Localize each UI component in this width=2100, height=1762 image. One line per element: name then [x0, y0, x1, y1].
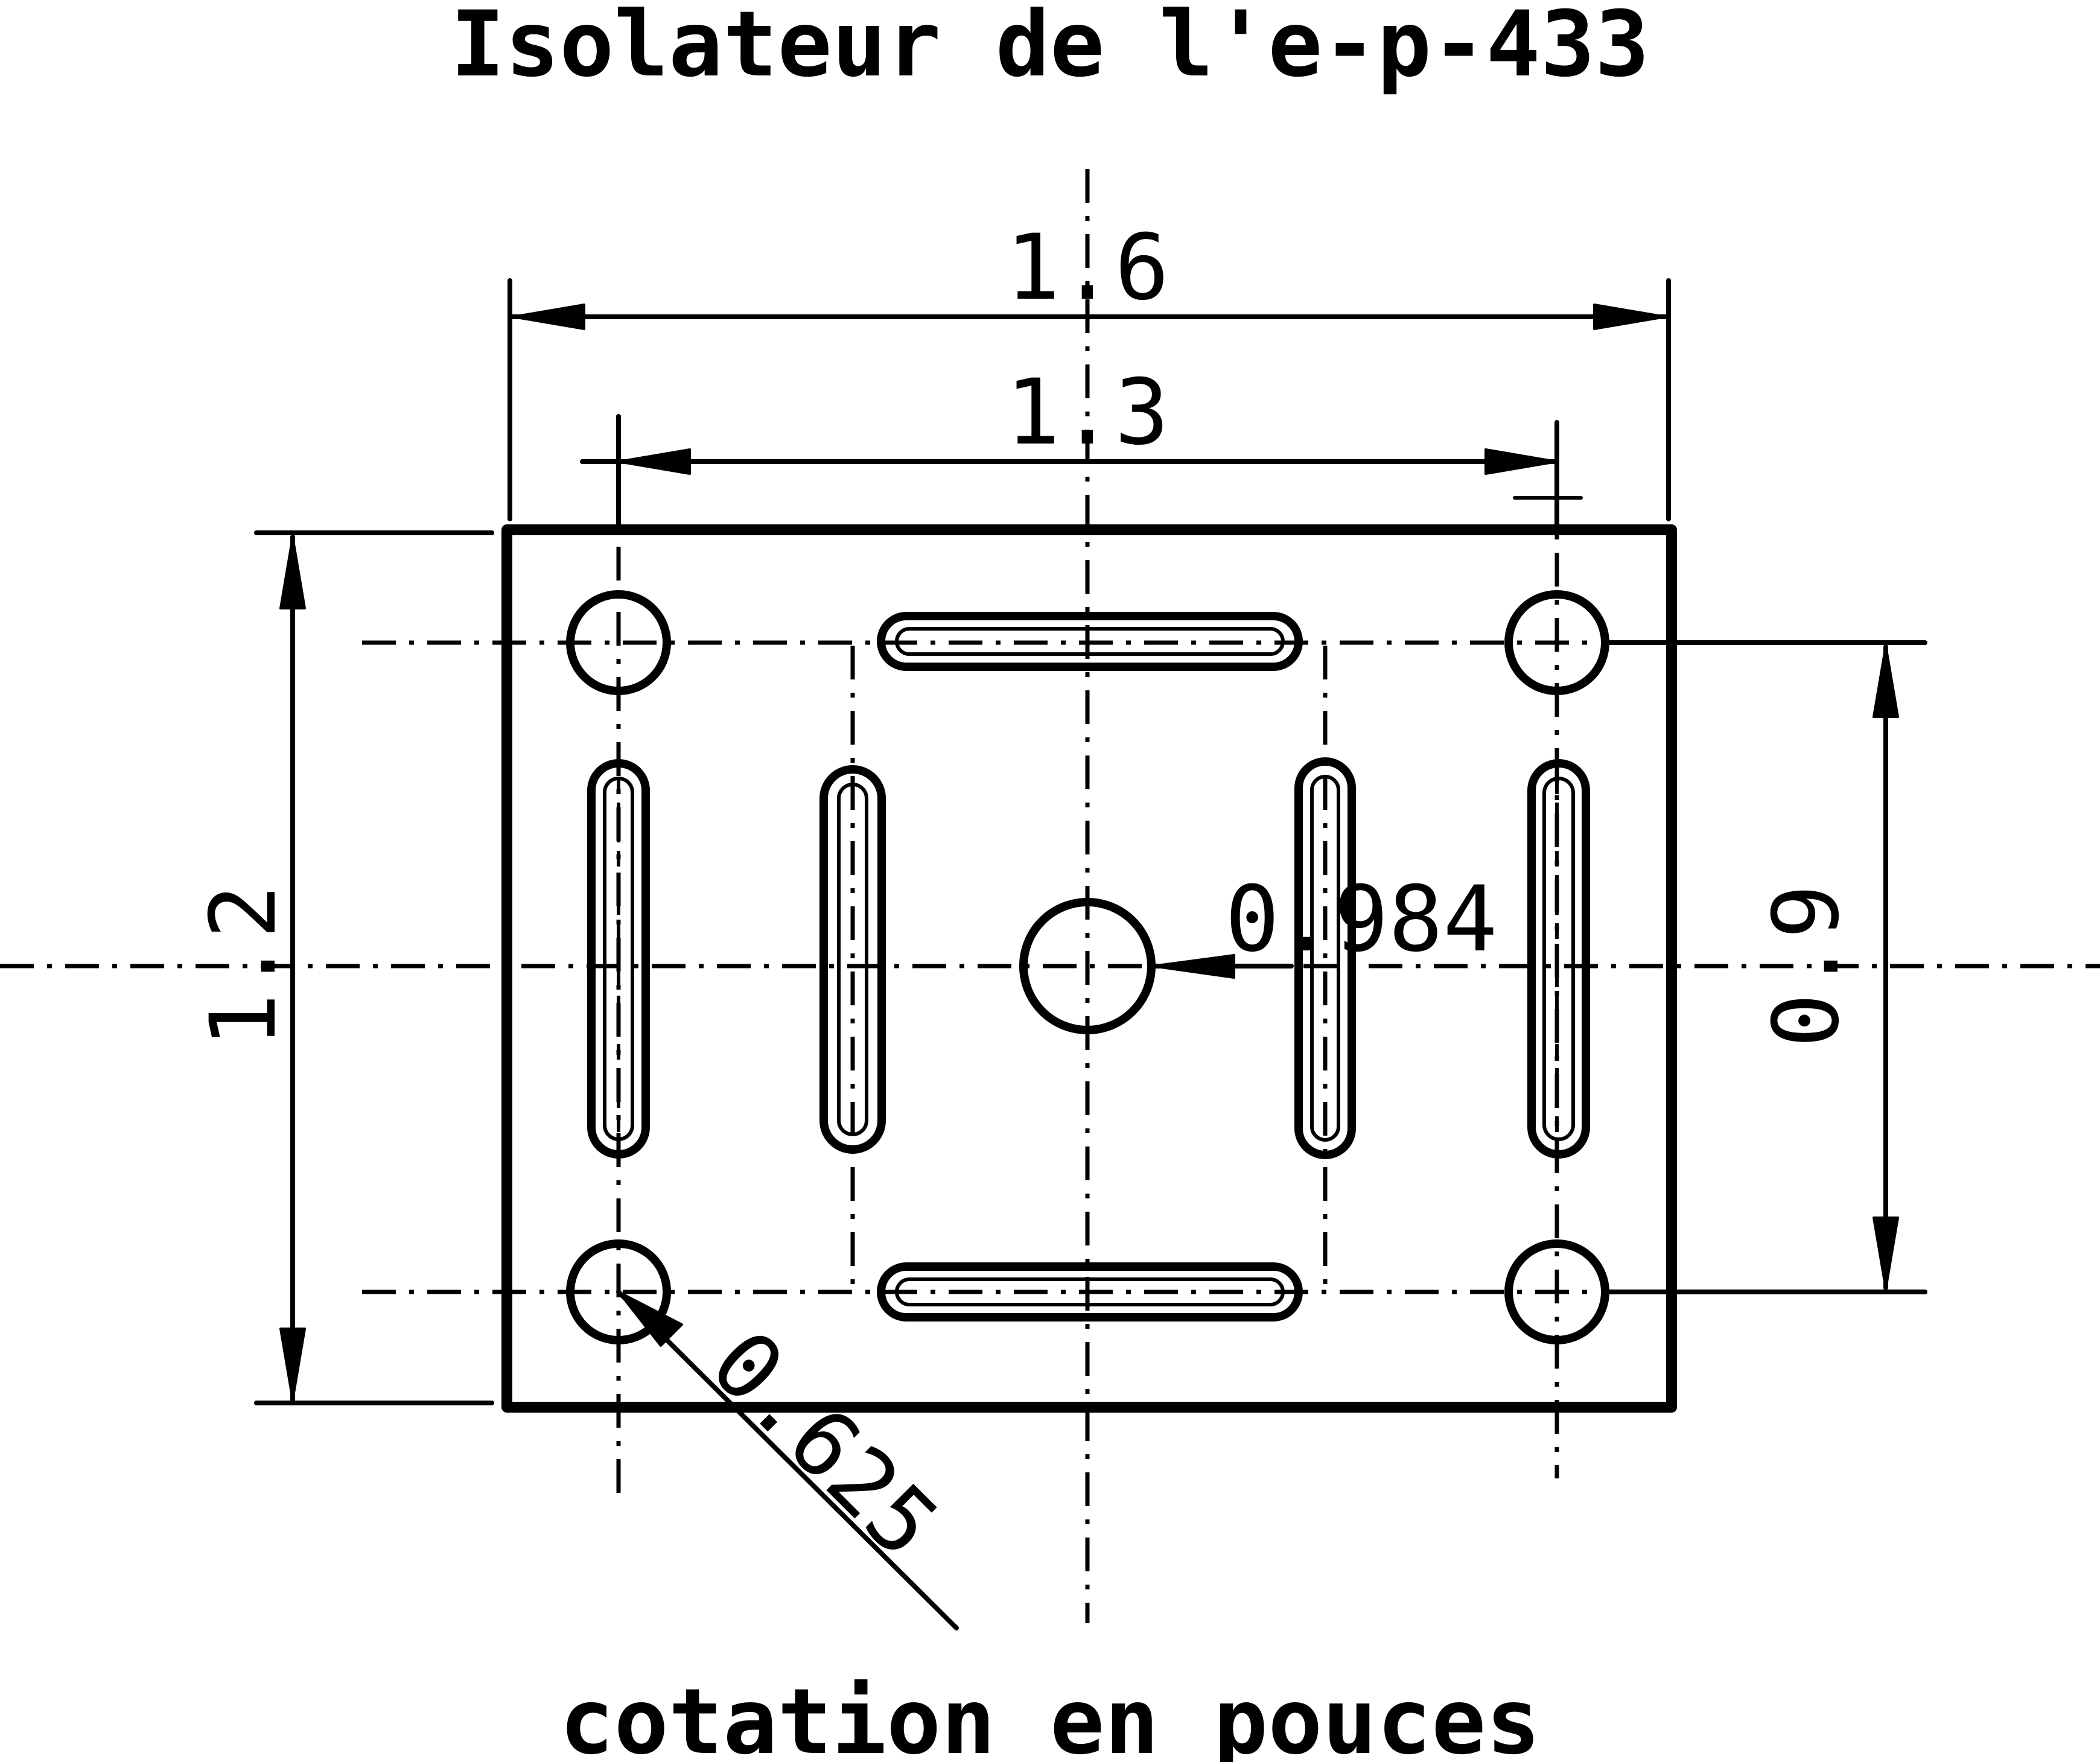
mounting-holes — [566, 590, 1609, 1344]
slot-left-inner — [819, 765, 886, 1154]
mount-hole-bottom-left — [566, 1239, 671, 1344]
slot-top — [877, 612, 1303, 671]
dimension-label-hole-spacing-x: 1.3 — [1006, 360, 1169, 465]
drawing-subtitle: cotation en pouces — [559, 1670, 1541, 1762]
slot-bottom — [877, 1262, 1303, 1322]
leader-mount-hole: 0.625 — [616, 1290, 959, 1630]
hidden-lines — [617, 778, 1559, 1140]
dimension-overall-width: 1.6 — [508, 215, 1671, 521]
drawing-title: Isolateur de l'e-p-433 — [451, 0, 1650, 97]
dimension-label-mount-hole: 0.625 — [691, 1311, 958, 1577]
dimension-overall-height: 1.2 — [191, 530, 494, 1405]
mount-hole-top-right — [1504, 590, 1609, 695]
leader-center-hole: 0.984 — [1151, 867, 1498, 979]
slot-right-outer — [1527, 759, 1590, 1159]
dimension-hole-spacing-y: 0.9 — [1606, 640, 1927, 1294]
slots — [587, 612, 1590, 1322]
mount-hole-top-left — [566, 590, 671, 695]
dimension-hole-spacing-x: 1.3 — [580, 360, 1583, 527]
dimension-label-overall-height: 1.2 — [191, 885, 296, 1048]
slot-left-outer — [587, 759, 650, 1159]
slot-right-inner — [1294, 757, 1356, 1159]
dimension-label-hole-spacing-y: 0.9 — [1754, 885, 1859, 1048]
plate-outline — [501, 524, 1677, 1413]
dimension-label-center-hole: 0.984 — [1225, 867, 1498, 972]
mount-hole-bottom-right — [1504, 1239, 1609, 1344]
dimension-label-overall-width: 1.6 — [1006, 215, 1169, 320]
